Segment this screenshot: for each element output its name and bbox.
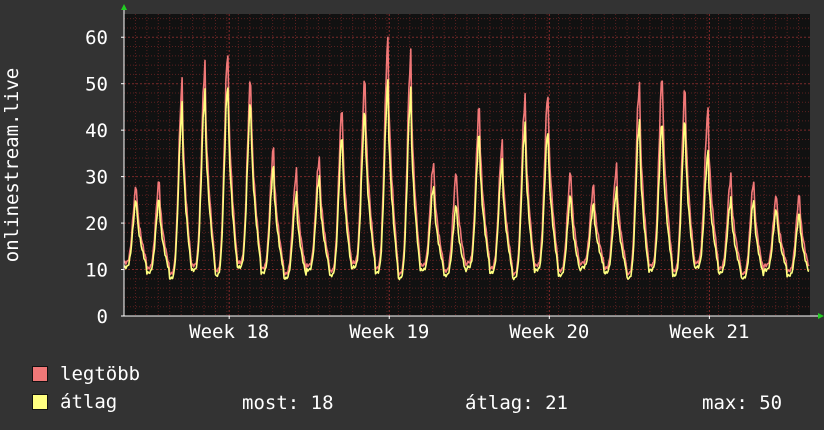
legend-swatch-avg [32,394,48,410]
y-tick-label: 50 [85,74,108,96]
legend-item-avg: átlag [32,391,118,413]
y-axis-arrow-icon [121,4,127,10]
stat-average: átlag: 21 [465,392,568,414]
stat-maximum: max: 50 [702,392,783,414]
series-group [123,36,810,281]
legend-label-avg: átlag [60,391,118,413]
y-tick-label: 60 [85,27,108,49]
y-tick-label: 30 [85,167,108,189]
y-tick-label: 40 [85,120,108,142]
y-axis-label: onlinestream.live [1,68,23,262]
x-axis-arrow-icon [818,313,824,319]
legend-label-max: legtöbb [60,363,141,385]
legend-swatch-max [32,366,48,382]
tick-labels: 0 10 20 30 40 50 60 Week 18 Week 19 Week 20 Week 2… [85,27,749,343]
legend-item-max: legtöbb [32,363,141,385]
x-tick-label: Week 19 [349,321,429,343]
stat-current: most: 18 [242,392,334,414]
axes [121,4,824,319]
y-tick-label: 20 [85,213,108,235]
x-tick-label: Week 21 [669,321,749,343]
series-line-avg [123,79,810,281]
series-line-max [123,36,810,276]
y-tick-label: 10 [85,260,108,282]
x-tick-label: Week 20 [509,321,589,343]
y-tick-label: 0 [97,306,108,328]
x-tick-label: Week 18 [189,321,269,343]
